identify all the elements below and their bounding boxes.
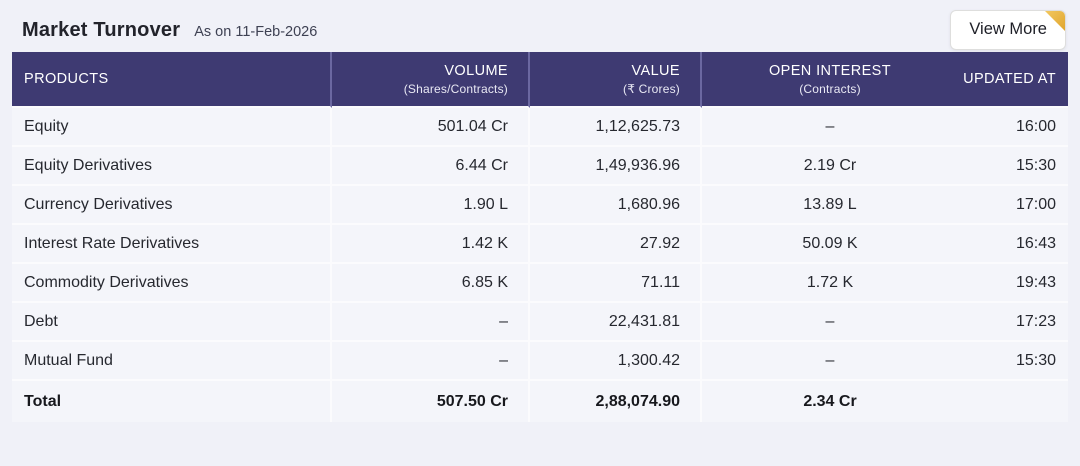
open-interest-cell: – bbox=[702, 303, 958, 342]
updated-at-cell: 17:23 bbox=[958, 303, 1068, 342]
column-header-products: PRODUCTS bbox=[12, 52, 332, 108]
updated-at-cell: 17:00 bbox=[958, 186, 1068, 225]
volume-cell: – bbox=[332, 342, 530, 381]
product-cell: Currency Derivatives bbox=[12, 186, 332, 225]
updated-at-cell: 16:00 bbox=[958, 108, 1068, 147]
volume-cell: 6.85 K bbox=[332, 264, 530, 303]
top-bar: Market Turnover As on 11-Feb-2026 View M… bbox=[0, 0, 1080, 52]
total-updated-at-cell bbox=[958, 381, 1068, 422]
product-cell: Equity bbox=[12, 108, 332, 147]
total-volume-cell: 507.50 Cr bbox=[332, 381, 530, 422]
product-cell: Interest Rate Derivatives bbox=[12, 225, 332, 264]
open-interest-cell: – bbox=[702, 342, 958, 381]
value-cell: 1,300.42 bbox=[530, 342, 702, 381]
total-label-cell: Total bbox=[12, 381, 332, 422]
volume-cell: 6.44 Cr bbox=[332, 147, 530, 186]
updated-at-cell: 15:30 bbox=[958, 342, 1068, 381]
market-turnover-table: PRODUCTS VOLUME (Shares/Contracts) VALUE… bbox=[12, 52, 1068, 422]
column-header-updated-at: UPDATED AT bbox=[958, 52, 1068, 108]
header-row: PRODUCTS VOLUME (Shares/Contracts) VALUE… bbox=[12, 52, 1068, 108]
total-open-interest-cell: 2.34 Cr bbox=[702, 381, 958, 422]
column-header-volume: VOLUME (Shares/Contracts) bbox=[332, 52, 530, 108]
volume-cell: 1.42 K bbox=[332, 225, 530, 264]
open-interest-cell: 1.72 K bbox=[702, 264, 958, 303]
volume-cell: 501.04 Cr bbox=[332, 108, 530, 147]
table-header: PRODUCTS VOLUME (Shares/Contracts) VALUE… bbox=[12, 52, 1068, 108]
value-cell: 22,431.81 bbox=[530, 303, 702, 342]
open-interest-cell: 13.89 L bbox=[702, 186, 958, 225]
updated-at-cell: 16:43 bbox=[958, 225, 1068, 264]
value-cell: 1,680.96 bbox=[530, 186, 702, 225]
product-cell: Mutual Fund bbox=[12, 342, 332, 381]
volume-cell: 1.90 L bbox=[332, 186, 530, 225]
total-value-cell: 2,88,074.90 bbox=[530, 381, 702, 422]
product-cell: Equity Derivatives bbox=[12, 147, 332, 186]
open-interest-cell: 2.19 Cr bbox=[702, 147, 958, 186]
as-on-date: As on 11-Feb-2026 bbox=[194, 23, 318, 40]
product-cell: Debt bbox=[12, 303, 332, 342]
page-title: Market Turnover bbox=[22, 18, 181, 41]
open-interest-cell: – bbox=[702, 108, 958, 147]
total-row: Total 507.50 Cr 2,88,074.90 2.34 Cr bbox=[12, 381, 1068, 422]
table-row: Interest Rate Derivatives 1.42 K 27.92 5… bbox=[12, 225, 1068, 264]
column-header-value: VALUE (₹ Crores) bbox=[530, 52, 702, 108]
updated-at-cell: 19:43 bbox=[958, 264, 1068, 303]
table-body: Equity 501.04 Cr 1,12,625.73 – 16:00 Equ… bbox=[12, 108, 1068, 381]
table-row: Equity 501.04 Cr 1,12,625.73 – 16:00 bbox=[12, 108, 1068, 147]
view-more-button[interactable]: View More bbox=[950, 10, 1066, 50]
table-row: Mutual Fund – 1,300.42 – 15:30 bbox=[12, 342, 1068, 381]
column-header-open-interest: OPEN INTEREST (Contracts) bbox=[702, 52, 958, 108]
corner-fold-icon bbox=[1045, 11, 1065, 31]
value-cell: 27.92 bbox=[530, 225, 702, 264]
total-section: Total 507.50 Cr 2,88,074.90 2.34 Cr bbox=[12, 381, 1068, 422]
table-row: Debt – 22,431.81 – 17:23 bbox=[12, 303, 1068, 342]
value-cell: 1,12,625.73 bbox=[530, 108, 702, 147]
table-row: Equity Derivatives 6.44 Cr 1,49,936.96 2… bbox=[12, 147, 1068, 186]
open-interest-cell: 50.09 K bbox=[702, 225, 958, 264]
updated-at-cell: 15:30 bbox=[958, 147, 1068, 186]
value-cell: 1,49,936.96 bbox=[530, 147, 702, 186]
volume-cell: – bbox=[332, 303, 530, 342]
value-cell: 71.11 bbox=[530, 264, 702, 303]
view-more-label: View More bbox=[969, 20, 1047, 38]
product-cell: Commodity Derivatives bbox=[12, 264, 332, 303]
table-row: Commodity Derivatives 6.85 K 71.11 1.72 … bbox=[12, 264, 1068, 303]
table-row: Currency Derivatives 1.90 L 1,680.96 13.… bbox=[12, 186, 1068, 225]
